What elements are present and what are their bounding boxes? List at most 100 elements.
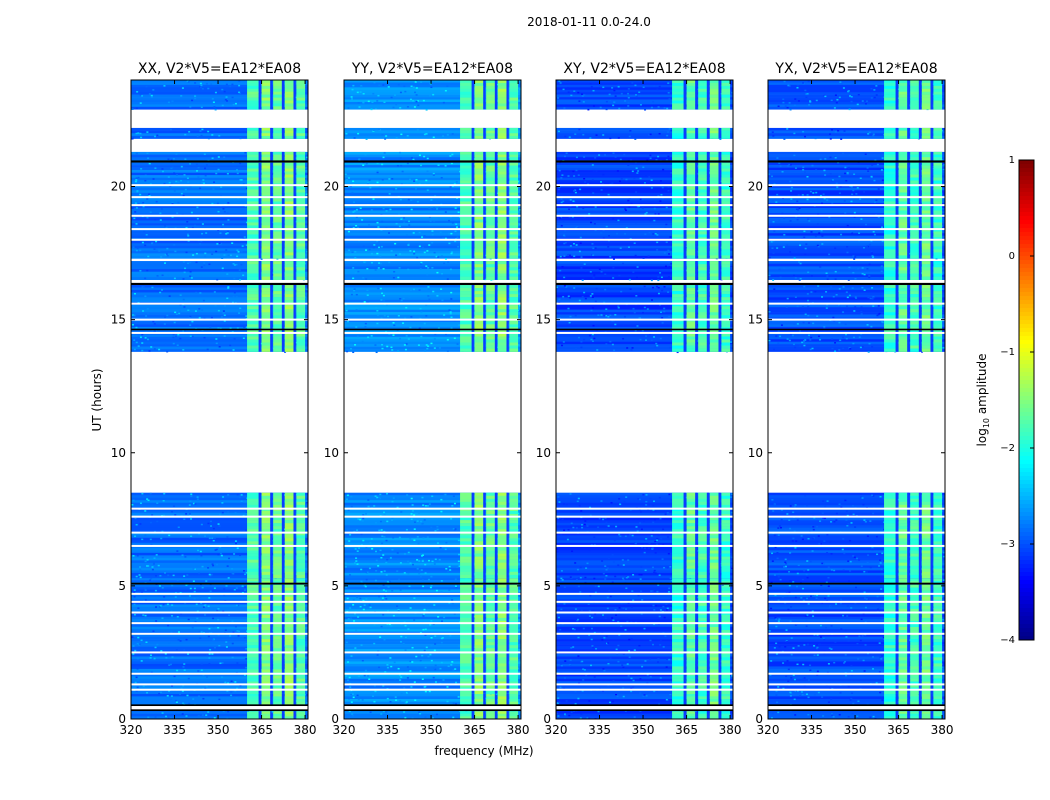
x-tick-label: 350 (207, 723, 230, 737)
y-tick-label: 5 (331, 579, 339, 593)
colorbar-tick-label: 1 (1009, 155, 1015, 166)
colorbar-step (1019, 452, 1034, 457)
colorbar-step (1019, 468, 1034, 473)
colorbar-step (1019, 288, 1034, 293)
colorbar-step (1019, 416, 1034, 421)
panel-xx: XX, V2*V5=EA12*EA08 320 335 350 365 380 0 5 10 15… (111, 61, 317, 737)
colorbar-step (1019, 212, 1034, 217)
colorbar-step (1019, 360, 1034, 365)
colorbar-step (1019, 356, 1034, 361)
y-tick-label: 20 (748, 180, 763, 194)
panel-xy: XY, V2*V5=EA12*EA08 320 335 350 365 380 0 5 10 15… (536, 61, 742, 737)
colorbar-step (1019, 504, 1034, 509)
y-tick-label: 15 (748, 313, 763, 327)
colorbar-step (1019, 628, 1034, 633)
y-tick-label: 5 (755, 579, 763, 593)
colorbar-step (1019, 188, 1034, 193)
x-tick-label: 365 (250, 723, 273, 737)
colorbar-step (1019, 272, 1034, 277)
colorbar-step (1019, 528, 1034, 533)
y-tick-label: 0 (118, 712, 126, 726)
colorbar-step (1019, 516, 1034, 521)
colorbar-step (1019, 384, 1034, 389)
colorbar-step (1019, 604, 1034, 609)
colorbar-step (1019, 324, 1034, 329)
colorbar-step (1019, 540, 1034, 545)
colorbar-step (1019, 508, 1034, 513)
colorbar-step (1019, 368, 1034, 373)
colorbar-step (1019, 208, 1034, 213)
x-tick-label: 365 (675, 723, 698, 737)
colorbar-step (1019, 428, 1034, 433)
colorbar-step (1019, 456, 1034, 461)
colorbar-step (1019, 556, 1034, 561)
colorbar-step (1019, 436, 1034, 441)
panel-title: YY, V2*V5=EA12*EA08 (351, 61, 513, 77)
x-tick-label: 335 (800, 723, 823, 737)
colorbar-step (1019, 192, 1034, 197)
colorbar-step (1019, 564, 1034, 569)
panels-group: XX, V2*V5=EA12*EA08 320 335 350 365 380 0 5 10 15… (111, 61, 954, 737)
colorbar-step (1019, 616, 1034, 621)
colorbar-step (1019, 512, 1034, 517)
y-tick-label: 20 (536, 180, 551, 194)
colorbar-step (1019, 600, 1034, 605)
x-tick-label: 335 (588, 723, 611, 737)
colorbar-step (1019, 396, 1034, 401)
y-tick-label: 20 (111, 180, 126, 194)
colorbar-step (1019, 180, 1034, 185)
colorbar-step (1019, 244, 1034, 249)
colorbar-step (1019, 548, 1034, 553)
colorbar-step (1019, 544, 1034, 549)
y-tick-label: 10 (324, 446, 339, 460)
x-axis-label: frequency (MHz) (434, 744, 533, 758)
panel-yx: YX, V2*V5=EA12*EA08 320 335 350 365 380 0 5 10 15… (748, 61, 954, 737)
y-tick-label: 10 (111, 446, 126, 460)
colorbar-step (1019, 252, 1034, 257)
colorbar-step (1019, 412, 1034, 417)
colorbar-step (1019, 532, 1034, 537)
panel-title: XX, V2*V5=EA12*EA08 (138, 61, 301, 77)
colorbar-step (1019, 184, 1034, 189)
x-tick-label: 365 (887, 723, 910, 737)
colorbar-step (1019, 304, 1034, 309)
panel-title: YX, V2*V5=EA12*EA08 (774, 61, 937, 77)
panel-title: XY, V2*V5=EA12*EA08 (563, 61, 725, 77)
colorbar-step (1019, 372, 1034, 377)
colorbar-step (1019, 376, 1034, 381)
y-tick-label: 5 (118, 579, 126, 593)
colorbar-step (1019, 460, 1034, 465)
colorbar-step (1019, 332, 1034, 337)
colorbar-step (1019, 164, 1034, 169)
x-tick-label: 320 (545, 723, 568, 737)
colorbar-step (1019, 236, 1034, 241)
colorbar-step (1019, 264, 1034, 269)
colorbar-step (1019, 344, 1034, 349)
colorbar-step (1019, 268, 1034, 273)
colorbar-step (1019, 432, 1034, 437)
x-tick-label: 320 (333, 723, 356, 737)
colorbar-step (1019, 588, 1034, 593)
colorbar-step (1019, 392, 1034, 397)
colorbar-step (1019, 176, 1034, 181)
colorbar: 1 0 −1 −2 −3 −4 log10 amplitude (975, 155, 1035, 646)
colorbar-step (1019, 352, 1034, 357)
colorbar-step (1019, 216, 1034, 221)
colorbar-step (1019, 636, 1034, 641)
colorbar-step (1019, 388, 1034, 393)
colorbar-step (1019, 200, 1034, 205)
colorbar-step (1019, 336, 1034, 341)
colorbar-step (1019, 340, 1034, 345)
colorbar-tick-label: −4 (1000, 635, 1015, 646)
colorbar-step (1019, 476, 1034, 481)
y-tick-label: 15 (111, 313, 126, 327)
y-tick-label: 15 (324, 313, 339, 327)
colorbar-step (1019, 492, 1034, 497)
colorbar-step (1019, 440, 1034, 445)
colorbar-step (1019, 488, 1034, 493)
y-tick-label: 0 (331, 712, 339, 726)
x-tick-label: 350 (844, 723, 867, 737)
colorbar-step (1019, 256, 1034, 261)
x-tick-label: 320 (120, 723, 143, 737)
colorbar-tick-label: 0 (1009, 251, 1015, 262)
